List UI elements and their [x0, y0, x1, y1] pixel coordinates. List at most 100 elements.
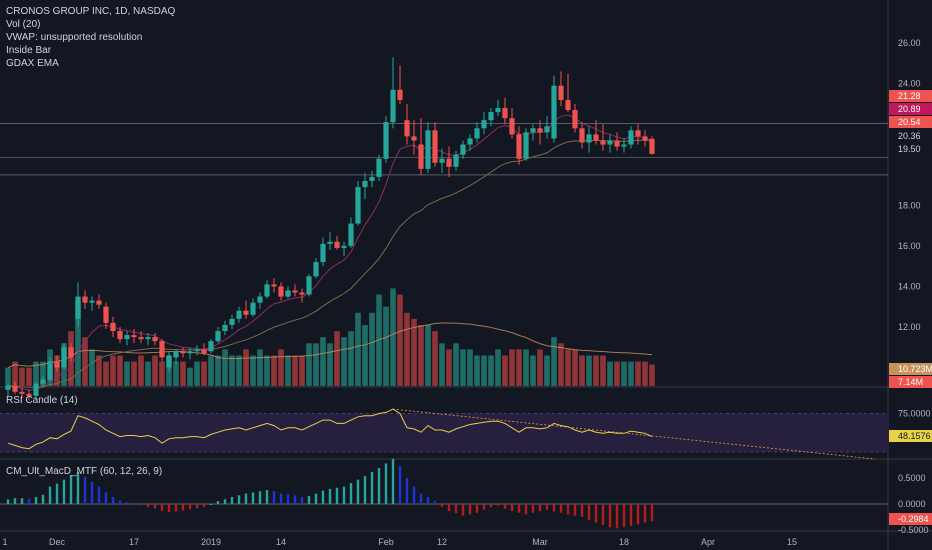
volume-bar — [299, 355, 305, 386]
macd-histogram-bar — [27, 498, 31, 504]
chart-legend: CRONOS GROUP INC, 1D, NASDAQ Vol (20) VW… — [6, 5, 175, 70]
macd-histogram-bar — [69, 475, 73, 504]
volume-bar — [236, 355, 242, 386]
volume-bar — [327, 343, 333, 386]
rsi-value-tag — [889, 430, 932, 442]
candle-body — [215, 331, 221, 342]
candle-body — [586, 134, 592, 143]
price-tag-label: 21.28 — [898, 91, 921, 101]
volume-bar — [530, 355, 536, 386]
volume-bar — [649, 364, 655, 386]
volume-bar — [117, 355, 123, 386]
macd-histogram-bar — [286, 494, 290, 504]
macd-histogram-bar — [321, 490, 325, 504]
candle-body — [131, 335, 137, 338]
inside-bar-indicator-label[interactable]: Inside Bar — [6, 45, 52, 56]
macd-histogram-bar — [41, 494, 45, 504]
time-tick-label: Apr — [701, 537, 715, 547]
macd-histogram-bar — [580, 504, 584, 517]
macd-histogram-bar — [202, 504, 206, 507]
price-tick-label: 24.00 — [898, 79, 921, 89]
candle-body — [397, 89, 403, 100]
volume-bar — [292, 355, 298, 386]
gdax-ema-indicator-label[interactable]: GDAX EMA — [6, 58, 59, 69]
macd-histogram-bar — [489, 504, 493, 507]
macd-histogram-bar — [545, 504, 549, 510]
candle-body — [110, 322, 116, 332]
volume-bar — [579, 355, 585, 386]
macd-histogram-bar — [517, 504, 521, 513]
candle-body — [334, 241, 340, 248]
macd-histogram-bar — [300, 497, 304, 504]
candle-body — [565, 99, 571, 111]
volume-bar — [12, 361, 18, 386]
candle-body — [544, 126, 550, 133]
macd-histogram-bar — [370, 472, 374, 504]
macd-histogram-bar — [377, 468, 381, 504]
candle-body — [607, 140, 613, 145]
candle-body — [621, 144, 627, 147]
time-tick-label: 15 — [787, 537, 797, 547]
macd-histogram-bar — [258, 491, 262, 504]
volume-bar — [138, 355, 144, 386]
macd-histogram-bar — [223, 499, 227, 504]
macd-histogram-bar — [20, 498, 24, 504]
volume-bar — [222, 349, 228, 386]
volume-bar — [390, 288, 396, 386]
candle-body — [5, 385, 11, 390]
candle-body — [425, 130, 431, 169]
volume-indicator-label[interactable]: Vol (20) — [6, 19, 41, 30]
candle-body — [299, 292, 305, 295]
macd-histogram-bar — [146, 504, 150, 507]
candle-body — [481, 120, 487, 129]
price-tag-label: 20.54 — [898, 117, 921, 127]
volume-bar — [446, 349, 452, 386]
volume-bar — [173, 361, 179, 386]
candle-body — [68, 347, 74, 358]
macd-histogram-bar — [349, 483, 353, 504]
macd-histogram-bar — [433, 501, 437, 504]
candle-body — [404, 120, 410, 137]
macd-histogram-bar — [97, 486, 101, 504]
candle-body — [628, 130, 634, 145]
volume-bar — [306, 343, 312, 386]
candle-body — [579, 128, 585, 143]
macd-histogram-bar — [153, 504, 157, 509]
vwap-indicator-label[interactable]: VWAP: unsupported resolution — [6, 32, 143, 43]
macd-histogram-bar — [48, 486, 52, 504]
candle-body — [19, 391, 25, 394]
candle-body — [54, 361, 60, 368]
macd-histogram-bar — [573, 504, 577, 516]
time-tick-label: 2019 — [201, 537, 221, 547]
macd-histogram-bar — [559, 504, 563, 513]
symbol-title[interactable]: CRONOS GROUP INC, 1D, NASDAQ — [6, 6, 176, 17]
candle-body — [124, 335, 130, 340]
price-tag-bg — [889, 130, 932, 142]
macd-pane-title[interactable]: CM_Ult_MacD_MTF (60, 12, 26, 9) — [6, 466, 163, 477]
candle-body — [572, 110, 578, 129]
volume-bar — [103, 361, 109, 386]
volume-bar — [194, 361, 200, 386]
volume-bar — [82, 337, 88, 386]
volume-bar — [152, 355, 158, 386]
candle-body — [159, 341, 165, 358]
macd-histogram-bar — [6, 499, 10, 504]
candle-body — [236, 310, 242, 319]
rsi-pane-title[interactable]: RSI Candle (14) — [6, 395, 78, 406]
macd-histogram-bar — [279, 493, 283, 504]
volume-bar — [285, 355, 291, 386]
volume-bar — [341, 337, 347, 386]
macd-value-tag — [889, 513, 932, 525]
macd-histogram-bar — [216, 501, 220, 504]
time-tick-label: Dec — [49, 537, 66, 547]
macd-histogram-bar — [139, 504, 143, 506]
volume-bar — [243, 349, 249, 386]
macd-histogram-bar — [90, 481, 94, 504]
time-tick-label: 12 — [437, 537, 447, 547]
price-tag-bg — [889, 90, 932, 102]
price-tag-label: 7.14M — [898, 377, 923, 387]
macd-histogram-bar — [244, 493, 248, 504]
candle-body — [250, 302, 256, 315]
